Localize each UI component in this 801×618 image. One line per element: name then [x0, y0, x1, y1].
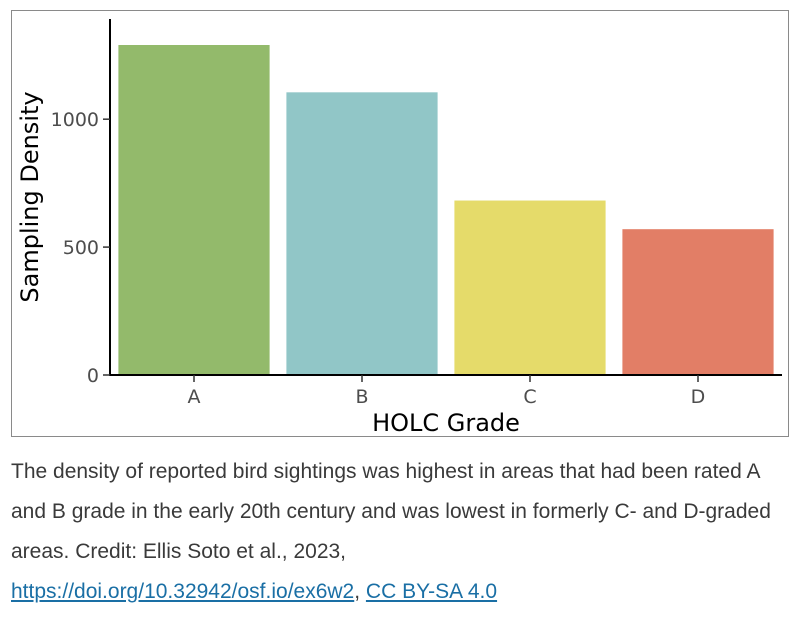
caption-separator: ,	[354, 580, 361, 603]
figure-frame: 0 500 1000 A B C D HOLC Grade Sampling Density	[11, 10, 789, 437]
x-tick-label: A	[188, 386, 201, 408]
y-tick-label: 0	[87, 365, 99, 387]
figure-caption: The density of reported bird sightings w…	[11, 452, 795, 612]
x-axis-title: HOLC Grade	[372, 409, 520, 436]
y-axis-title: Sampling Density	[16, 91, 44, 302]
y-tick-label: 1000	[51, 109, 99, 131]
caption-text: The density of reported bird sightings w…	[11, 460, 771, 563]
bar-b	[286, 92, 438, 375]
doi-link[interactable]: https://doi.org/10.32942/osf.io/ex6w2	[11, 580, 355, 603]
y-tick-label: 500	[63, 237, 99, 259]
bar-d	[622, 229, 774, 375]
x-tick-label: C	[523, 386, 536, 408]
bar-a	[118, 45, 270, 375]
bar-chart: 0 500 1000 A B C D HOLC Grade Sampling Density	[16, 19, 782, 436]
x-tick-label: D	[691, 386, 706, 408]
bar-c	[454, 200, 606, 375]
license-link[interactable]: CC BY-SA 4.0	[365, 580, 498, 603]
x-tick-label: B	[355, 386, 368, 408]
